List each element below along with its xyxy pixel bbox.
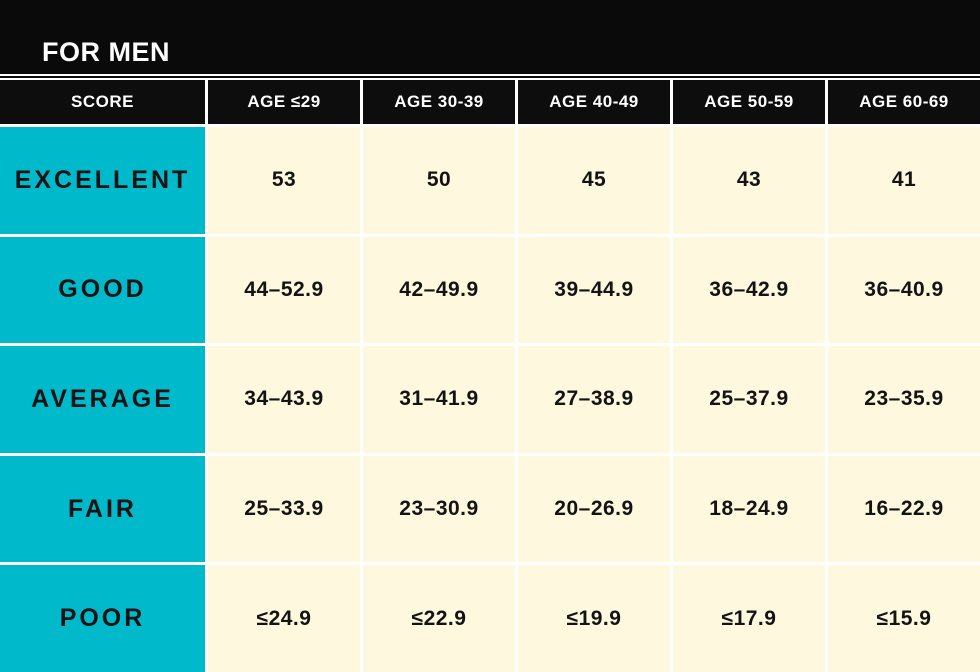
- table-cell: 39–44.9: [518, 236, 670, 344]
- column-header-age-29: AGE ≤29: [208, 80, 360, 124]
- column-header-age-50-59: AGE 50-59: [673, 80, 825, 124]
- table-cell: 16–22.9: [828, 455, 980, 563]
- row-label-average: AVERAGE: [0, 346, 205, 453]
- title-band: FOR MEN: [0, 0, 980, 74]
- table-cell: 53: [208, 127, 360, 234]
- divider-line: [0, 74, 980, 80]
- row-label-poor: POOR: [0, 565, 205, 672]
- table-cell: ≤24.9: [208, 565, 360, 672]
- row-label-excellent: EXCELLENT: [0, 127, 205, 234]
- column-header-age-40-49: AGE 40-49: [518, 80, 670, 124]
- table-cell: ≤15.9: [828, 565, 980, 672]
- table-cell: 25–33.9: [208, 455, 360, 563]
- table-cell: 34–43.9: [208, 346, 360, 453]
- score-table: SCORE AGE ≤29 AGE 30-39 AGE 40-49 AGE 50…: [0, 80, 980, 672]
- table-cell: 36–40.9: [828, 236, 980, 344]
- table-cell: 42–49.9: [363, 236, 515, 344]
- table-cell: 43: [673, 127, 825, 234]
- table-title: FOR MEN: [42, 37, 170, 67]
- table-cell: 20–26.9: [518, 455, 670, 563]
- table-cell: 23–35.9: [828, 346, 980, 453]
- table-cell: ≤17.9: [673, 565, 825, 672]
- table-cell: 25–37.9: [673, 346, 825, 453]
- table-cell: 41: [828, 127, 980, 234]
- row-label-good: GOOD: [0, 236, 205, 344]
- table-cell: 18–24.9: [673, 455, 825, 563]
- column-header-age-30-39: AGE 30-39: [363, 80, 515, 124]
- table-cell: ≤19.9: [518, 565, 670, 672]
- table-cell: 36–42.9: [673, 236, 825, 344]
- column-header-age-60-69: AGE 60-69: [828, 80, 980, 124]
- table-cell: 27–38.9: [518, 346, 670, 453]
- table-cell: 50: [363, 127, 515, 234]
- table-cell: 23–30.9: [363, 455, 515, 563]
- table-cell: ≤22.9: [363, 565, 515, 672]
- table-cell: 31–41.9: [363, 346, 515, 453]
- row-label-fair: FAIR: [0, 455, 205, 563]
- table-cell: 45: [518, 127, 670, 234]
- column-header-score: SCORE: [0, 80, 205, 124]
- table-cell: 44–52.9: [208, 236, 360, 344]
